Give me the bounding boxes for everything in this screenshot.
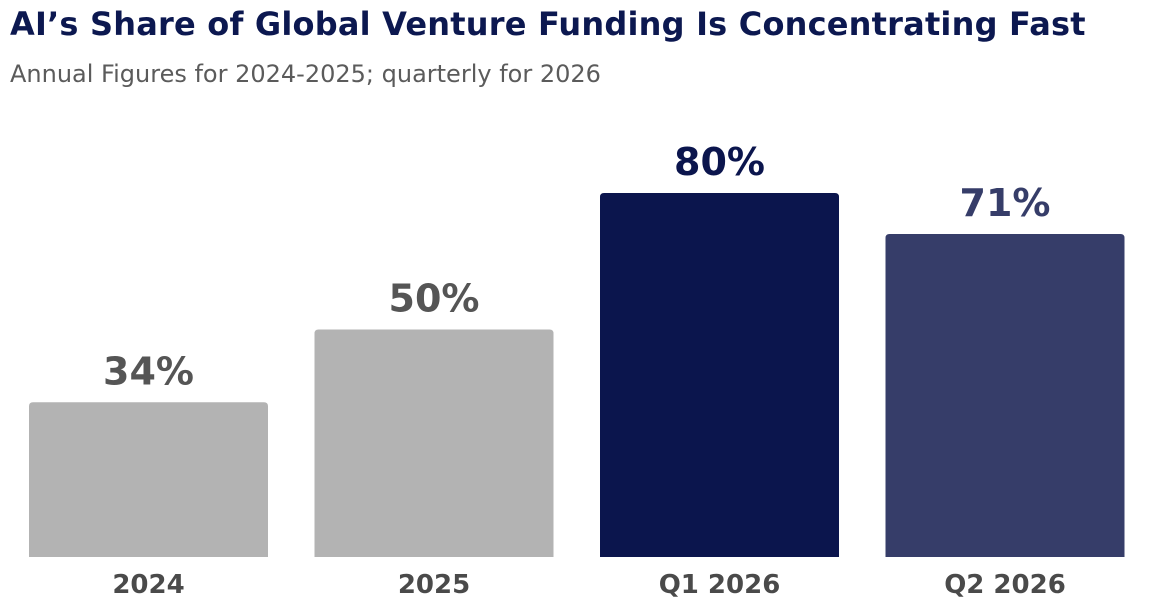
value-label: 34% bbox=[103, 349, 194, 393]
chart-title: AI’s Share of Global Venture Funding Is … bbox=[10, 5, 1086, 43]
category-label: 2025 bbox=[398, 570, 470, 600]
bar-group: 71% Q2 2026 bbox=[885, 181, 1125, 600]
bar-group: 80% Q1 2026 bbox=[600, 140, 839, 600]
chart-subtitle: Annual Figures for 2024-2025; quarterly … bbox=[10, 60, 601, 88]
value-label: 50% bbox=[389, 277, 480, 321]
category-label: Q1 2026 bbox=[659, 570, 781, 600]
value-label: 80% bbox=[674, 140, 765, 184]
bar-group: 34% 2024 bbox=[29, 349, 268, 600]
category-label: Q2 2026 bbox=[944, 570, 1066, 600]
bar bbox=[314, 329, 554, 557]
bar bbox=[600, 193, 839, 557]
value-label: 71% bbox=[960, 181, 1051, 225]
bar bbox=[885, 233, 1125, 557]
category-label: 2024 bbox=[112, 570, 184, 600]
bar-group: 50% 2025 bbox=[314, 277, 554, 600]
bar bbox=[29, 402, 268, 557]
